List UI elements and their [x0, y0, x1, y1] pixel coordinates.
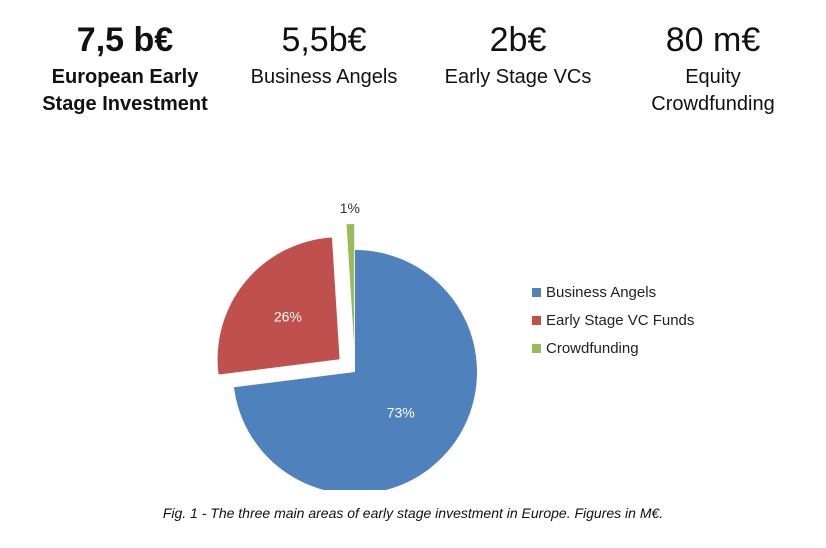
pie-slice-crowdfunding: [346, 224, 355, 347]
stat-label: Equity Crowdfunding: [613, 64, 813, 118]
legend-label: Business Angels: [546, 284, 656, 301]
stat-label-line: Crowdfunding: [651, 93, 775, 115]
stat-early-stage-vcs: 2b€ Early Stage VCs: [418, 18, 618, 91]
pie-slice-early-stage-vc-funds: [217, 237, 340, 375]
stat-value: 2b€: [489, 21, 547, 59]
stat-label: Business Angels: [224, 64, 424, 91]
slice-label-crowdfunding: 1%: [340, 200, 360, 216]
stat-label: European Early Stage Investment: [25, 64, 225, 118]
stat-label-line: Stage Investment: [42, 93, 208, 115]
legend-swatch: [532, 316, 541, 325]
legend-swatch: [532, 288, 541, 297]
stat-label: Early Stage VCs: [418, 64, 618, 91]
stat-equity-crowdfunding: 80 m€ Equity Crowdfunding: [613, 18, 813, 118]
stat-business-angels: 5,5b€ Business Angels: [224, 18, 424, 91]
stat-label-line: Equity: [685, 66, 741, 88]
pie-chart: 73% 26% 1% Business Angels Early Stage VC Fu…: [217, 200, 694, 490]
slice-label-early-stage-vc-funds: 26%: [274, 308, 302, 324]
stat-value: 80 m€: [665, 21, 761, 59]
legend-label: Early Stage VC Funds: [546, 312, 694, 329]
legend-item-early-stage-vc-funds: Early Stage VC Funds: [532, 312, 694, 329]
stat-value: 7,5 b€: [76, 21, 174, 59]
stat-value: 5,5b€: [281, 21, 367, 59]
headline-stats: 7,5 b€ European Early Stage Investment 5…: [0, 18, 826, 128]
slice-label-business-angels: 73%: [387, 404, 415, 420]
stat-european-early-stage: 7,5 b€ European Early Stage Investment: [25, 18, 225, 118]
pie-slice-business-angels: [233, 250, 477, 490]
figure-caption: Fig. 1 - The three main areas of early s…: [162, 505, 664, 521]
legend-item-crowdfunding: Crowdfunding: [532, 340, 639, 357]
stat-label-line: Business Angels: [250, 66, 398, 88]
legend-swatch: [532, 344, 541, 353]
legend-label: Crowdfunding: [546, 340, 639, 357]
stat-label-line: Early Stage VCs: [444, 66, 592, 88]
legend-item-business-angels: Business Angels: [532, 284, 656, 301]
stat-label-line: European Early: [51, 66, 199, 88]
